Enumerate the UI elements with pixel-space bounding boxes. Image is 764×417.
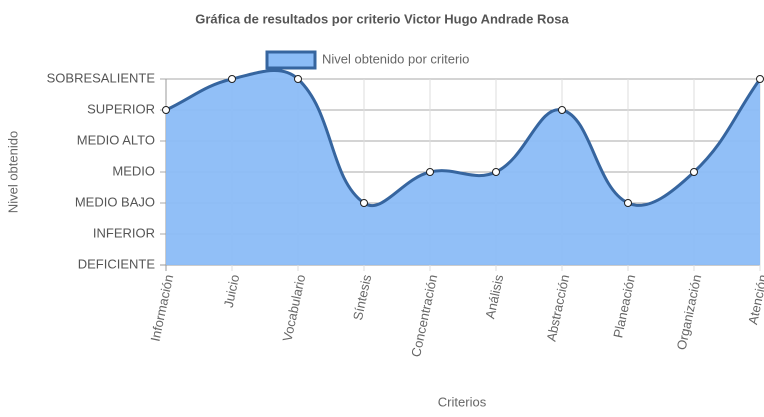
- x-tick-label: Atención: [745, 273, 764, 326]
- point: [294, 75, 302, 83]
- x-tick-label: Concentración: [408, 273, 440, 358]
- point: [228, 75, 236, 83]
- y-tick-label: MEDIO BAJO: [75, 194, 155, 209]
- y-tick-label: SUPERIOR: [87, 101, 155, 116]
- point: [624, 199, 632, 207]
- x-axis-title: Criterios: [438, 394, 487, 409]
- y-tick-label: MEDIO: [112, 163, 155, 178]
- y-tick-label: INFERIOR: [93, 225, 155, 240]
- chart-title: Gráfica de resultados por criterio Victo…: [195, 11, 569, 26]
- legend-label: Nivel obtenido por criterio: [322, 51, 469, 66]
- y-tick-label: DEFICIENTE: [78, 256, 156, 271]
- point: [162, 106, 170, 114]
- y-axis-title: Nivel obtenido: [5, 131, 20, 213]
- point: [426, 168, 434, 176]
- x-tick-label: Síntesis: [350, 273, 374, 322]
- point: [492, 168, 500, 176]
- legend-swatch: [265, 50, 317, 70]
- x-tick-label: Abstracción: [544, 273, 573, 343]
- point: [558, 106, 566, 114]
- x-tick-label: Vocabulario: [279, 273, 308, 343]
- x-tick-label: Organización: [674, 273, 705, 351]
- point: [756, 75, 764, 83]
- point: [360, 199, 368, 207]
- x-tick-label: Información: [148, 273, 177, 343]
- x-tick-label: Análisis: [482, 273, 506, 320]
- y-tick-label: MEDIO ALTO: [77, 132, 155, 147]
- x-tick-label: Planeación: [610, 273, 638, 339]
- point: [690, 168, 698, 176]
- y-tick-label: SOBRESALIENTE: [47, 70, 156, 85]
- area: [166, 70, 760, 265]
- line: [165, 69, 762, 207]
- x-tick-label: Juicio: [221, 273, 243, 309]
